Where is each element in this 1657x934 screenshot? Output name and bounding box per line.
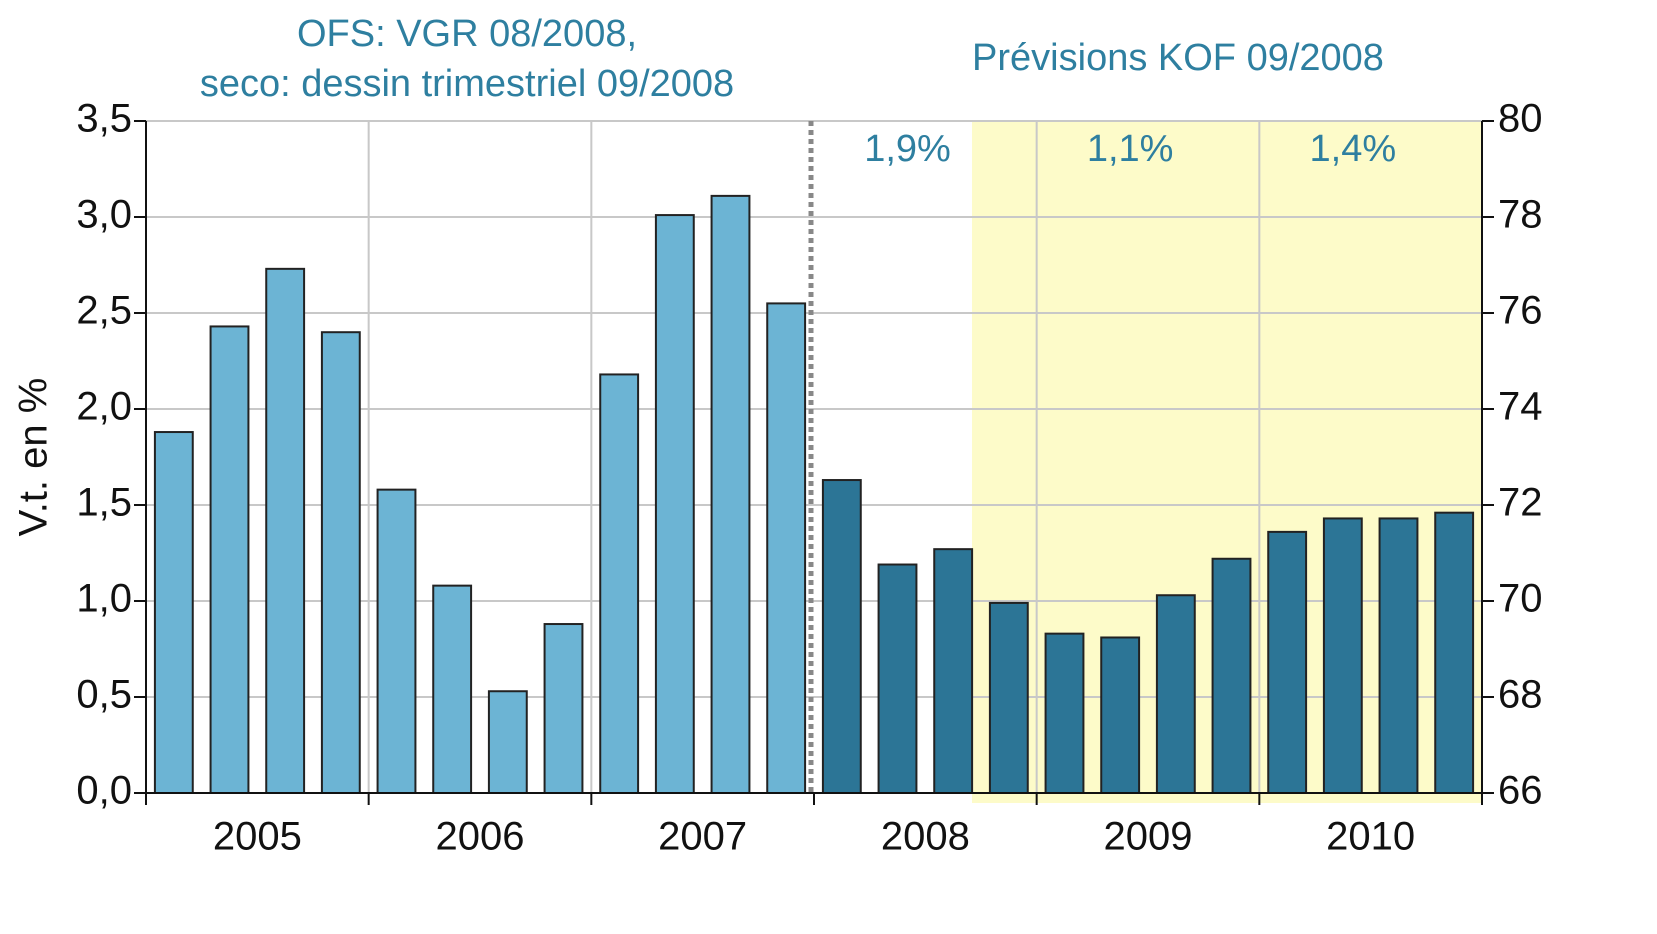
bar xyxy=(1100,636,1141,794)
bar xyxy=(654,214,695,794)
bar xyxy=(1211,557,1252,795)
bar xyxy=(1267,530,1308,794)
y-tick-label: 2,0 xyxy=(76,385,132,429)
y-tick-label: 1,5 xyxy=(76,481,132,525)
x-tick-label: 2006 xyxy=(436,815,525,859)
annotation: 1,9% xyxy=(864,128,951,170)
y2-tick-label: 66 xyxy=(1498,769,1543,813)
bar xyxy=(988,601,1029,794)
bar xyxy=(766,302,807,794)
y2-tick-label: 80 xyxy=(1498,97,1543,141)
annotation: 1,4% xyxy=(1310,128,1397,170)
y2-tick-label: 70 xyxy=(1498,577,1543,621)
y-tick-label: 0,0 xyxy=(76,769,132,813)
bar xyxy=(153,431,194,794)
y-tick-label: 0,5 xyxy=(76,673,132,717)
y2-tick-label: 72 xyxy=(1498,481,1543,525)
bar xyxy=(1155,594,1196,794)
header-left: seco: dessin trimestriel 09/2008 xyxy=(200,63,734,105)
y2-tick-label: 78 xyxy=(1498,193,1543,237)
bar xyxy=(432,584,473,795)
bar xyxy=(209,325,250,794)
bar xyxy=(1044,632,1085,795)
x-tick-label: 2009 xyxy=(1104,815,1193,859)
y2-tick-label: 74 xyxy=(1498,385,1543,429)
y-tick-label: 3,5 xyxy=(76,97,132,141)
bar xyxy=(877,563,918,795)
bar xyxy=(1434,511,1475,794)
header-right: Prévisions KOF 09/2008 xyxy=(972,37,1384,79)
bar xyxy=(710,194,751,794)
y2-tick-label: 76 xyxy=(1498,289,1543,333)
y2-tick-label: 68 xyxy=(1498,673,1543,717)
bar xyxy=(599,373,640,794)
bar xyxy=(487,690,528,794)
bar xyxy=(1322,517,1363,794)
bar xyxy=(821,479,862,794)
bar xyxy=(543,623,584,794)
y-tick-label: 1,0 xyxy=(76,577,132,621)
x-tick-label: 2007 xyxy=(658,815,747,859)
bar xyxy=(320,331,361,794)
bar xyxy=(1378,517,1419,794)
bar xyxy=(265,267,306,794)
bar xyxy=(933,548,974,794)
y-axis-label: V.t. en % xyxy=(12,378,56,537)
x-tick-label: 2005 xyxy=(213,815,302,859)
header-left: OFS: VGR 08/2008, xyxy=(297,13,637,55)
x-tick-label: 2010 xyxy=(1326,815,1415,859)
y-tick-label: 3,0 xyxy=(76,193,132,237)
annotation: 1,1% xyxy=(1087,128,1174,170)
x-tick-label: 2008 xyxy=(881,815,970,859)
bar xyxy=(376,488,417,794)
y-tick-label: 2,5 xyxy=(76,289,132,333)
